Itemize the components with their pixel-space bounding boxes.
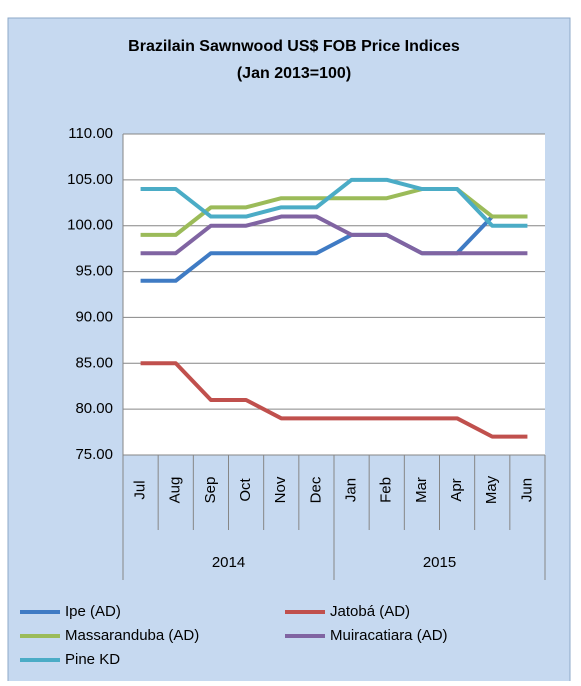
y-tick-label: 105.00 bbox=[67, 171, 113, 188]
x-tick-label: Jul bbox=[132, 480, 149, 499]
y-tick-label: 80.00 bbox=[75, 400, 113, 417]
legend-label: Jatobá (AD) bbox=[330, 603, 410, 620]
y-tick-label: 100.00 bbox=[67, 217, 113, 234]
y-tick-label: 110.00 bbox=[68, 125, 113, 142]
x-tick-label: Nov bbox=[272, 476, 289, 503]
legend-label: Ipe (AD) bbox=[65, 603, 121, 620]
legend-label: Pine KD bbox=[65, 651, 120, 668]
x-tick-label: Oct bbox=[237, 478, 254, 502]
x-tick-label: Sep bbox=[202, 477, 219, 504]
x-tick-label: Dec bbox=[307, 476, 324, 503]
series-line bbox=[140, 214, 528, 283]
y-tick-label: 85.00 bbox=[75, 354, 113, 371]
group-label: 2014 bbox=[212, 554, 245, 571]
chart-subtitle: (Jan 2013=100) bbox=[237, 65, 351, 82]
x-tick-label: Mar bbox=[413, 477, 430, 503]
y-tick-label: 90.00 bbox=[75, 308, 113, 325]
series-line bbox=[140, 361, 528, 439]
plot-area bbox=[123, 134, 545, 455]
series-line bbox=[140, 214, 528, 256]
x-tick-label: Jan bbox=[343, 478, 360, 502]
legend-label: Massaranduba (AD) bbox=[65, 627, 199, 644]
y-tick-label: 75.00 bbox=[75, 446, 113, 463]
series-line bbox=[140, 177, 528, 228]
y-tick-label: 95.00 bbox=[75, 263, 113, 280]
x-tick-label: Apr bbox=[448, 478, 465, 501]
group-label: 2015 bbox=[423, 554, 456, 571]
x-tick-label: Feb bbox=[378, 477, 395, 503]
x-tick-label: May bbox=[483, 475, 500, 504]
legend-label: Muiracatiara (AD) bbox=[330, 627, 448, 644]
chart-title: Brazilain Sawnwood US$ FOB Price Indices bbox=[128, 38, 460, 55]
x-tick-label: Jun bbox=[518, 478, 535, 502]
x-tick-label: Aug bbox=[167, 477, 184, 504]
